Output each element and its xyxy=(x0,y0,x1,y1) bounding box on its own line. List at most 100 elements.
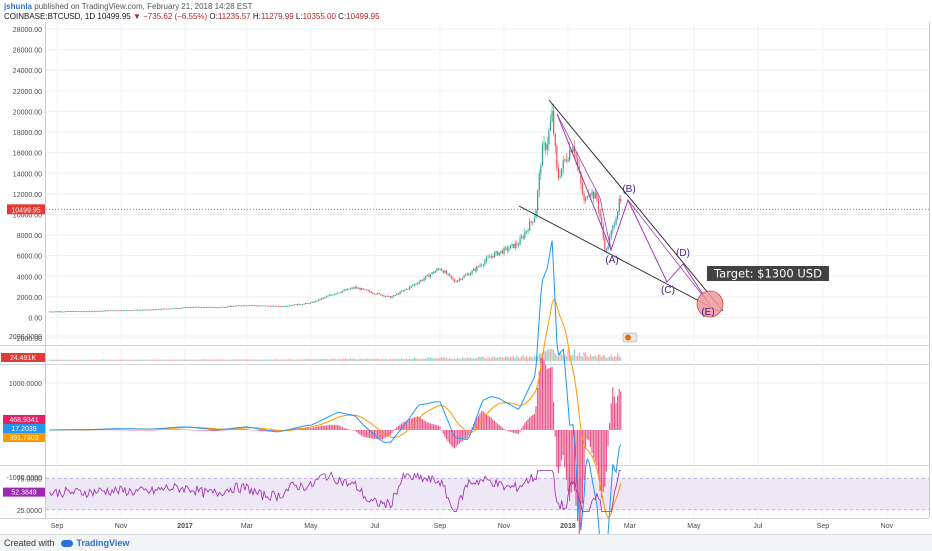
macd-histogram-bar xyxy=(399,424,401,430)
volume-bar xyxy=(410,358,412,361)
price-candle xyxy=(476,266,478,271)
price-candle xyxy=(74,311,76,312)
price-candle xyxy=(546,144,548,150)
macd-histogram-bar xyxy=(527,419,529,430)
price-candle xyxy=(426,274,428,276)
volume-bar xyxy=(127,359,129,361)
volume-bar xyxy=(321,359,323,361)
price-candle xyxy=(105,310,107,312)
macd-histogram-bar xyxy=(612,387,614,430)
volume-bar xyxy=(468,357,470,361)
target-label-box[interactable] xyxy=(707,266,829,281)
wave-drawings[interactable]: (A) (B) (C) (D) (E) xyxy=(518,99,724,318)
volume-bar xyxy=(156,359,158,361)
price-candle xyxy=(73,311,75,312)
price-candle xyxy=(290,305,292,307)
symbol-label: COINBASE:BTCUSD, 1D xyxy=(4,12,96,21)
price-candle xyxy=(333,293,336,295)
price-candle xyxy=(66,311,68,312)
volume-bar xyxy=(170,359,172,361)
volume-bar xyxy=(423,358,425,361)
macd-histogram-bar xyxy=(429,423,431,430)
price-candle xyxy=(516,243,518,246)
volume-bar xyxy=(129,359,131,361)
macd-histogram-bar xyxy=(461,430,463,441)
macd-histogram-bar xyxy=(146,430,148,431)
macd-histogram-bar xyxy=(602,430,604,493)
macd-histogram-bar xyxy=(569,430,571,501)
macd-histogram-bar xyxy=(441,430,443,431)
price-candle xyxy=(597,198,600,210)
tradingview-link[interactable]: TradingView xyxy=(76,538,130,548)
macd-histogram-bar xyxy=(506,430,508,431)
rsi-band xyxy=(46,478,929,511)
price-candle xyxy=(447,273,449,275)
price-candle xyxy=(559,176,561,178)
volume-bar xyxy=(57,359,59,361)
macd-histogram-bar xyxy=(218,430,220,431)
time-tick-label: Mar xyxy=(624,523,637,530)
price-candle xyxy=(93,311,96,313)
price-candle xyxy=(303,303,305,305)
volume-bar xyxy=(495,358,497,361)
price-candle xyxy=(130,310,132,312)
volume-bar xyxy=(308,359,310,361)
macd-histogram-bar xyxy=(613,396,615,430)
volume-bar xyxy=(389,358,391,361)
price-candle xyxy=(399,291,401,295)
price-candle xyxy=(234,305,236,307)
volume-bar xyxy=(79,359,81,361)
price-candle xyxy=(524,232,526,238)
last-price-tag-label: 10499.95 xyxy=(11,207,40,214)
price-candle xyxy=(167,308,169,310)
macd-histogram-bar xyxy=(393,430,395,431)
price-candle xyxy=(148,309,150,311)
macd-histogram-bar xyxy=(445,430,447,440)
volume-bar xyxy=(333,358,335,361)
macd-histogram-bar xyxy=(367,430,369,438)
macd-histogram-bar xyxy=(303,427,305,430)
price-candle xyxy=(297,303,299,306)
chart-canvas[interactable]: (A) (B) (C) (D) (E) 28000.00 26000.00 24000.00… xyxy=(0,0,932,534)
macd-histogram-bar xyxy=(605,430,607,472)
price-candle xyxy=(325,296,328,298)
price-candle xyxy=(351,287,353,289)
volume-bar xyxy=(525,356,527,361)
macd-histogram-bar xyxy=(533,413,535,430)
macd-histogram-bar xyxy=(433,424,435,430)
macd-histogram-bar xyxy=(489,416,491,430)
macd-histogram-bar xyxy=(434,424,436,430)
price-candle xyxy=(194,306,196,308)
macd-histogram-bar xyxy=(337,425,339,430)
volume-bar xyxy=(362,359,364,361)
volume-bar xyxy=(201,359,203,361)
macd-histogram-bar xyxy=(426,422,428,430)
macd-histogram-bar xyxy=(559,430,561,467)
volume-bar xyxy=(429,357,431,361)
grid xyxy=(46,22,929,518)
author-name[interactable]: jshunla xyxy=(4,2,33,11)
price-candle xyxy=(97,310,99,312)
volume-bar xyxy=(546,349,548,361)
volume-bar xyxy=(322,359,324,361)
price-candle xyxy=(137,309,139,311)
price-candle xyxy=(135,309,137,311)
macd-histogram-bar xyxy=(274,430,276,432)
macd-histogram-bar xyxy=(273,430,275,432)
volume-bar xyxy=(396,358,398,361)
price-pane[interactable] xyxy=(45,22,929,344)
volume-bar xyxy=(178,359,180,361)
flag-icon[interactable] xyxy=(622,332,638,343)
price-candle xyxy=(103,310,105,312)
volume-bar xyxy=(463,357,465,361)
macd-histogram-bar xyxy=(581,430,583,504)
volume-bar xyxy=(151,359,153,361)
macd-histogram-bar xyxy=(548,368,550,430)
volume-bar xyxy=(245,359,247,361)
volume-bar xyxy=(293,359,295,361)
macd-histogram-bar xyxy=(540,357,542,430)
price-candle xyxy=(543,143,545,145)
price-candle xyxy=(193,306,195,308)
price-candle xyxy=(463,275,465,278)
ohlc-line: COINBASE:BTCUSD, 1D 10499.95 ▼ −735.62 (… xyxy=(4,11,380,22)
